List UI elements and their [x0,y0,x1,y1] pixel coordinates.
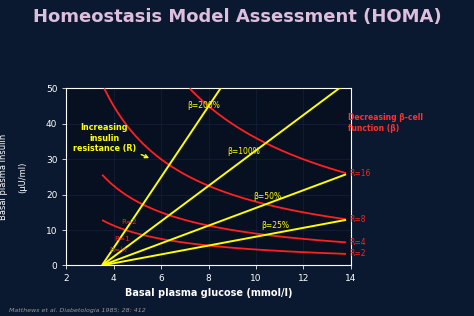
Text: (µU/ml): (µU/ml) [18,161,27,193]
Text: Increasing
insulin
resistance (R): Increasing insulin resistance (R) [73,123,148,158]
Text: R=½: R=½ [109,247,127,253]
Text: Decreasing β-cell
function (β): Decreasing β-cell function (β) [348,113,423,133]
Text: β=25%: β=25% [261,221,289,230]
Text: β=50%: β=50% [254,192,282,201]
X-axis label: Basal plasma glucose (mmol/l): Basal plasma glucose (mmol/l) [125,288,292,298]
Text: β=200%: β=200% [187,101,220,110]
Text: R=2: R=2 [349,249,365,258]
Text: R=1: R=1 [114,236,129,242]
Text: Matthews et al. Diabetologia 1985; 28: 412: Matthews et al. Diabetologia 1985; 28: 4… [9,308,146,313]
Text: R=2: R=2 [121,219,137,225]
Text: Homeostasis Model Assessment (HOMA): Homeostasis Model Assessment (HOMA) [33,8,441,26]
Text: Basal plasma insulin: Basal plasma insulin [0,134,8,220]
Text: R=8: R=8 [349,215,365,224]
Text: β=100%: β=100% [228,148,261,156]
Text: R=16: R=16 [349,169,370,178]
Text: R=4: R=4 [349,238,365,247]
